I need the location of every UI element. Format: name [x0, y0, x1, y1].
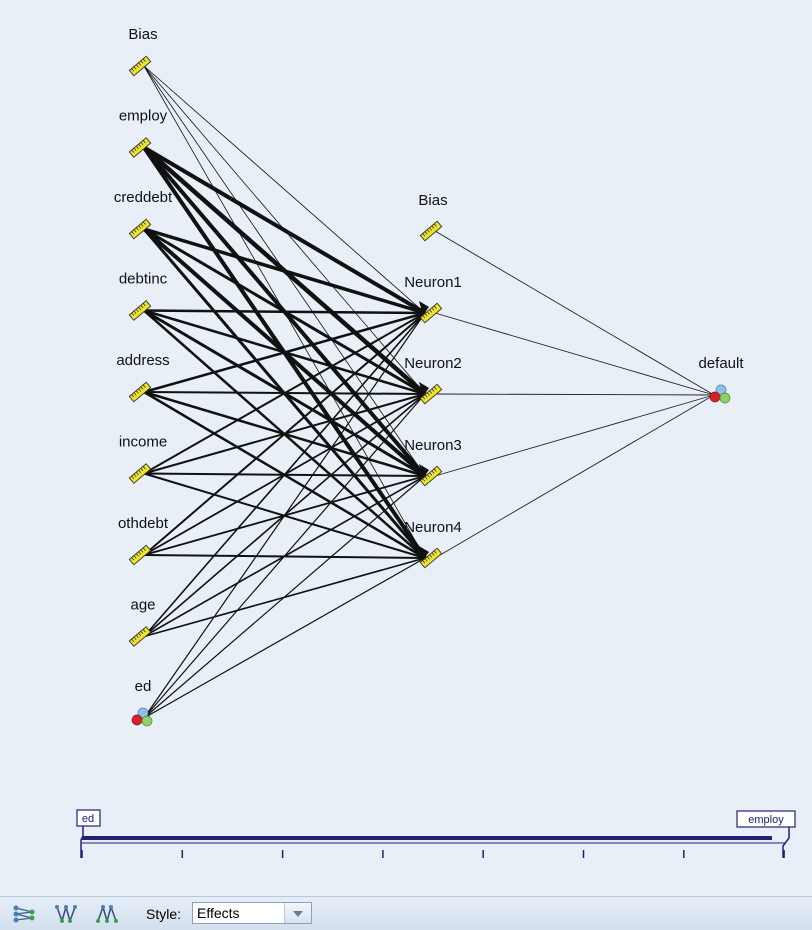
style-dropdown-value: Effects [197, 905, 240, 921]
input-node-label: ed [135, 678, 152, 695]
connection-line [434, 394, 715, 559]
slider-min-handle[interactable]: ed [76, 809, 101, 858]
input-node-label: debtinc [119, 271, 168, 288]
input-node-income[interactable] [128, 463, 152, 484]
input-node-label: creddebt [114, 189, 173, 206]
connection-line [143, 312, 426, 475]
predictor-importance-slider[interactable]: ed employ [76, 809, 796, 858]
hidden-node-label: Bias [418, 192, 447, 209]
hidden-node-label: Neuron1 [404, 274, 462, 291]
connection-line [143, 393, 426, 719]
input-node-label: Bias [128, 26, 157, 43]
arrowhead-icon [419, 382, 429, 396]
connection-line [143, 557, 426, 719]
network-diagram: Bias employ creddebt debtinc address income ot… [76, 26, 796, 858]
connection-line [143, 475, 426, 719]
input-node-label: address [116, 352, 169, 369]
network-diagram-canvas: Bias employ creddebt debtinc address income ot… [76, 26, 796, 858]
connection-line [143, 65, 426, 314]
network-diagram-icon[interactable] [12, 904, 36, 924]
connection-line [434, 230, 715, 396]
weights-icon[interactable] [54, 904, 78, 924]
connection-line [143, 312, 426, 638]
hidden-node-label: Neuron4 [404, 519, 462, 536]
connection-line [142, 145, 427, 315]
input-node-ed[interactable] [131, 707, 153, 727]
input-node-address[interactable] [128, 381, 152, 403]
connection-line [143, 311, 426, 394]
input-node-label: age [130, 597, 155, 614]
input-node-label: income [119, 434, 167, 451]
input-node-othdebt[interactable] [128, 544, 152, 566]
effects-icon[interactable] [95, 904, 119, 924]
arrowhead-icon [419, 301, 429, 315]
connection-line [143, 227, 426, 315]
slider-max-handle[interactable]: employ [736, 810, 796, 858]
input-node-label: othdebt [118, 515, 169, 532]
connection-line [434, 312, 715, 396]
connection-line [143, 309, 426, 315]
output-node-default[interactable] [709, 384, 731, 404]
input-node-employ[interactable] [128, 137, 152, 158]
hidden-node-Bias[interactable] [419, 220, 443, 242]
hidden-node-Neuron1[interactable] [419, 302, 443, 324]
bottom-toolbar: Style: Effects [0, 896, 812, 930]
connection-line [143, 312, 426, 719]
input-node-debtinc[interactable] [128, 300, 152, 321]
hidden-node-Neuron2[interactable] [419, 383, 443, 405]
connection-line [434, 394, 715, 477]
input-node-Bias[interactable] [128, 55, 152, 77]
arrowhead-icon [419, 546, 429, 560]
hidden-node-label: Neuron2 [404, 355, 462, 372]
input-node-label: employ [119, 108, 168, 125]
hidden-node-label: Neuron3 [404, 437, 462, 454]
connection-line [434, 393, 715, 396]
style-dropdown[interactable]: Effects [192, 902, 312, 924]
style-label: Style: [146, 906, 182, 922]
input-node-creddebt[interactable] [128, 218, 152, 240]
slider-min-label: ed [82, 813, 94, 825]
chevron-down-icon[interactable] [284, 903, 311, 923]
connection-line [143, 312, 426, 556]
input-node-age[interactable] [128, 626, 152, 647]
arrowhead-icon [419, 464, 429, 478]
output-node-label: default [698, 355, 744, 372]
slider-max-label: employ [748, 814, 784, 826]
hidden-node-Neuron4[interactable] [419, 547, 443, 569]
hidden-node-Neuron3[interactable] [419, 465, 443, 487]
